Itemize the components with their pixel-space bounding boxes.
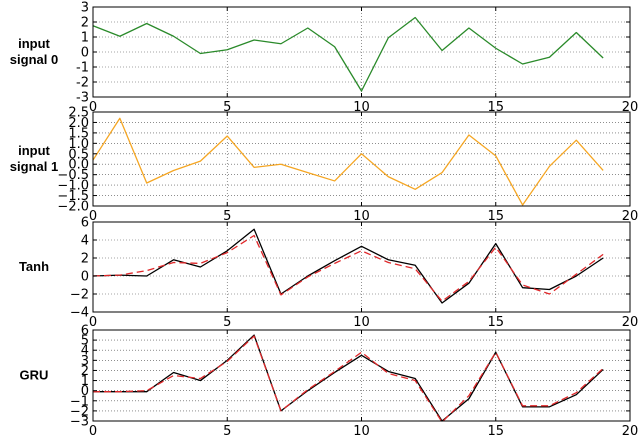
y-tick-label: 4 xyxy=(81,344,89,359)
x-tick-label: 5 xyxy=(223,424,231,439)
y-tick-label: 2.5 xyxy=(68,106,89,121)
y-tick-label: 2 xyxy=(81,364,89,379)
y-tick-label: 2 xyxy=(81,252,89,267)
y-tick-label: 6 xyxy=(81,324,89,339)
y-tick-label: 5 xyxy=(81,334,89,349)
y-tick-label: −0.5 xyxy=(57,168,89,183)
y-tick-label: 1 xyxy=(81,31,89,46)
x-tick-label: 5 xyxy=(223,209,231,224)
x-tick-label: 0 xyxy=(89,209,97,224)
x-tick-label: 15 xyxy=(487,100,504,115)
series-line-0 xyxy=(92,117,604,206)
y-tick-label: −1.5 xyxy=(57,189,89,204)
x-tick-label: 15 xyxy=(487,209,504,224)
x-tick-label: 20 xyxy=(622,100,639,115)
x-tick-label: 20 xyxy=(622,209,639,224)
y-tick-label: −2 xyxy=(70,404,89,419)
y-tick-label: 0 xyxy=(81,270,89,285)
y-tick-label: 4 xyxy=(81,234,89,249)
y-tick-label: 3 xyxy=(81,1,89,16)
y-tick-label: 0.0 xyxy=(68,158,89,173)
y-tick-label: −2.0 xyxy=(57,200,89,215)
row-label: signal 1 xyxy=(10,159,58,174)
row-label: input xyxy=(18,36,50,51)
y-tick-label: −2 xyxy=(70,288,89,303)
row-label: input xyxy=(18,143,50,158)
x-tick-label: 10 xyxy=(353,100,370,115)
y-tick-label: 1 xyxy=(81,374,89,389)
y-tick-label: -1 xyxy=(76,61,89,76)
y-tick-label: 2.0 xyxy=(68,116,89,131)
y-tick-label: −1 xyxy=(70,394,89,409)
x-tick-label: 0 xyxy=(89,315,97,330)
x-tick-label: 0 xyxy=(89,100,97,115)
y-tick-label: 0.5 xyxy=(68,147,89,162)
series-line-1 xyxy=(93,335,604,423)
y-tick-label: 1.5 xyxy=(68,126,89,141)
series-line-0 xyxy=(92,228,604,304)
y-tick-label: −1.0 xyxy=(57,179,89,194)
y-tick-label: −3 xyxy=(70,415,89,430)
x-tick-label: 10 xyxy=(353,424,370,439)
x-tick-label: 5 xyxy=(223,315,231,330)
y-tick-label: -2 xyxy=(76,76,89,91)
row-label: Tanh xyxy=(19,259,49,274)
plot-frame xyxy=(92,111,631,207)
row-label: GRU xyxy=(20,368,49,383)
x-tick-label: 15 xyxy=(487,424,504,439)
series-line-0 xyxy=(92,16,604,92)
x-tick-label: 20 xyxy=(622,424,639,439)
x-tick-label: 5 xyxy=(223,100,231,115)
y-tick-label: 0 xyxy=(81,46,89,61)
y-tick-label: 2 xyxy=(81,16,89,31)
x-tick-label: 15 xyxy=(487,315,504,330)
x-tick-label: 0 xyxy=(89,424,97,439)
x-tick-label: 10 xyxy=(353,209,370,224)
y-tick-label: 0 xyxy=(81,384,89,399)
panel-1: 0 5 10 15 20 −2.0−1.5−1.0−0.50.00.51.01.52.02… xyxy=(10,106,638,225)
y-tick-label: 1.0 xyxy=(68,137,89,152)
y-tick-label: -3 xyxy=(76,91,89,106)
y-tick-label: 3 xyxy=(81,354,89,369)
y-tick-label: −4 xyxy=(70,306,89,321)
x-tick-label: 20 xyxy=(622,315,639,330)
x-tick-label: 10 xyxy=(353,315,370,330)
row-label: signal 0 xyxy=(10,52,58,67)
series-line-1 xyxy=(92,234,604,302)
y-tick-label: 6 xyxy=(81,216,89,231)
